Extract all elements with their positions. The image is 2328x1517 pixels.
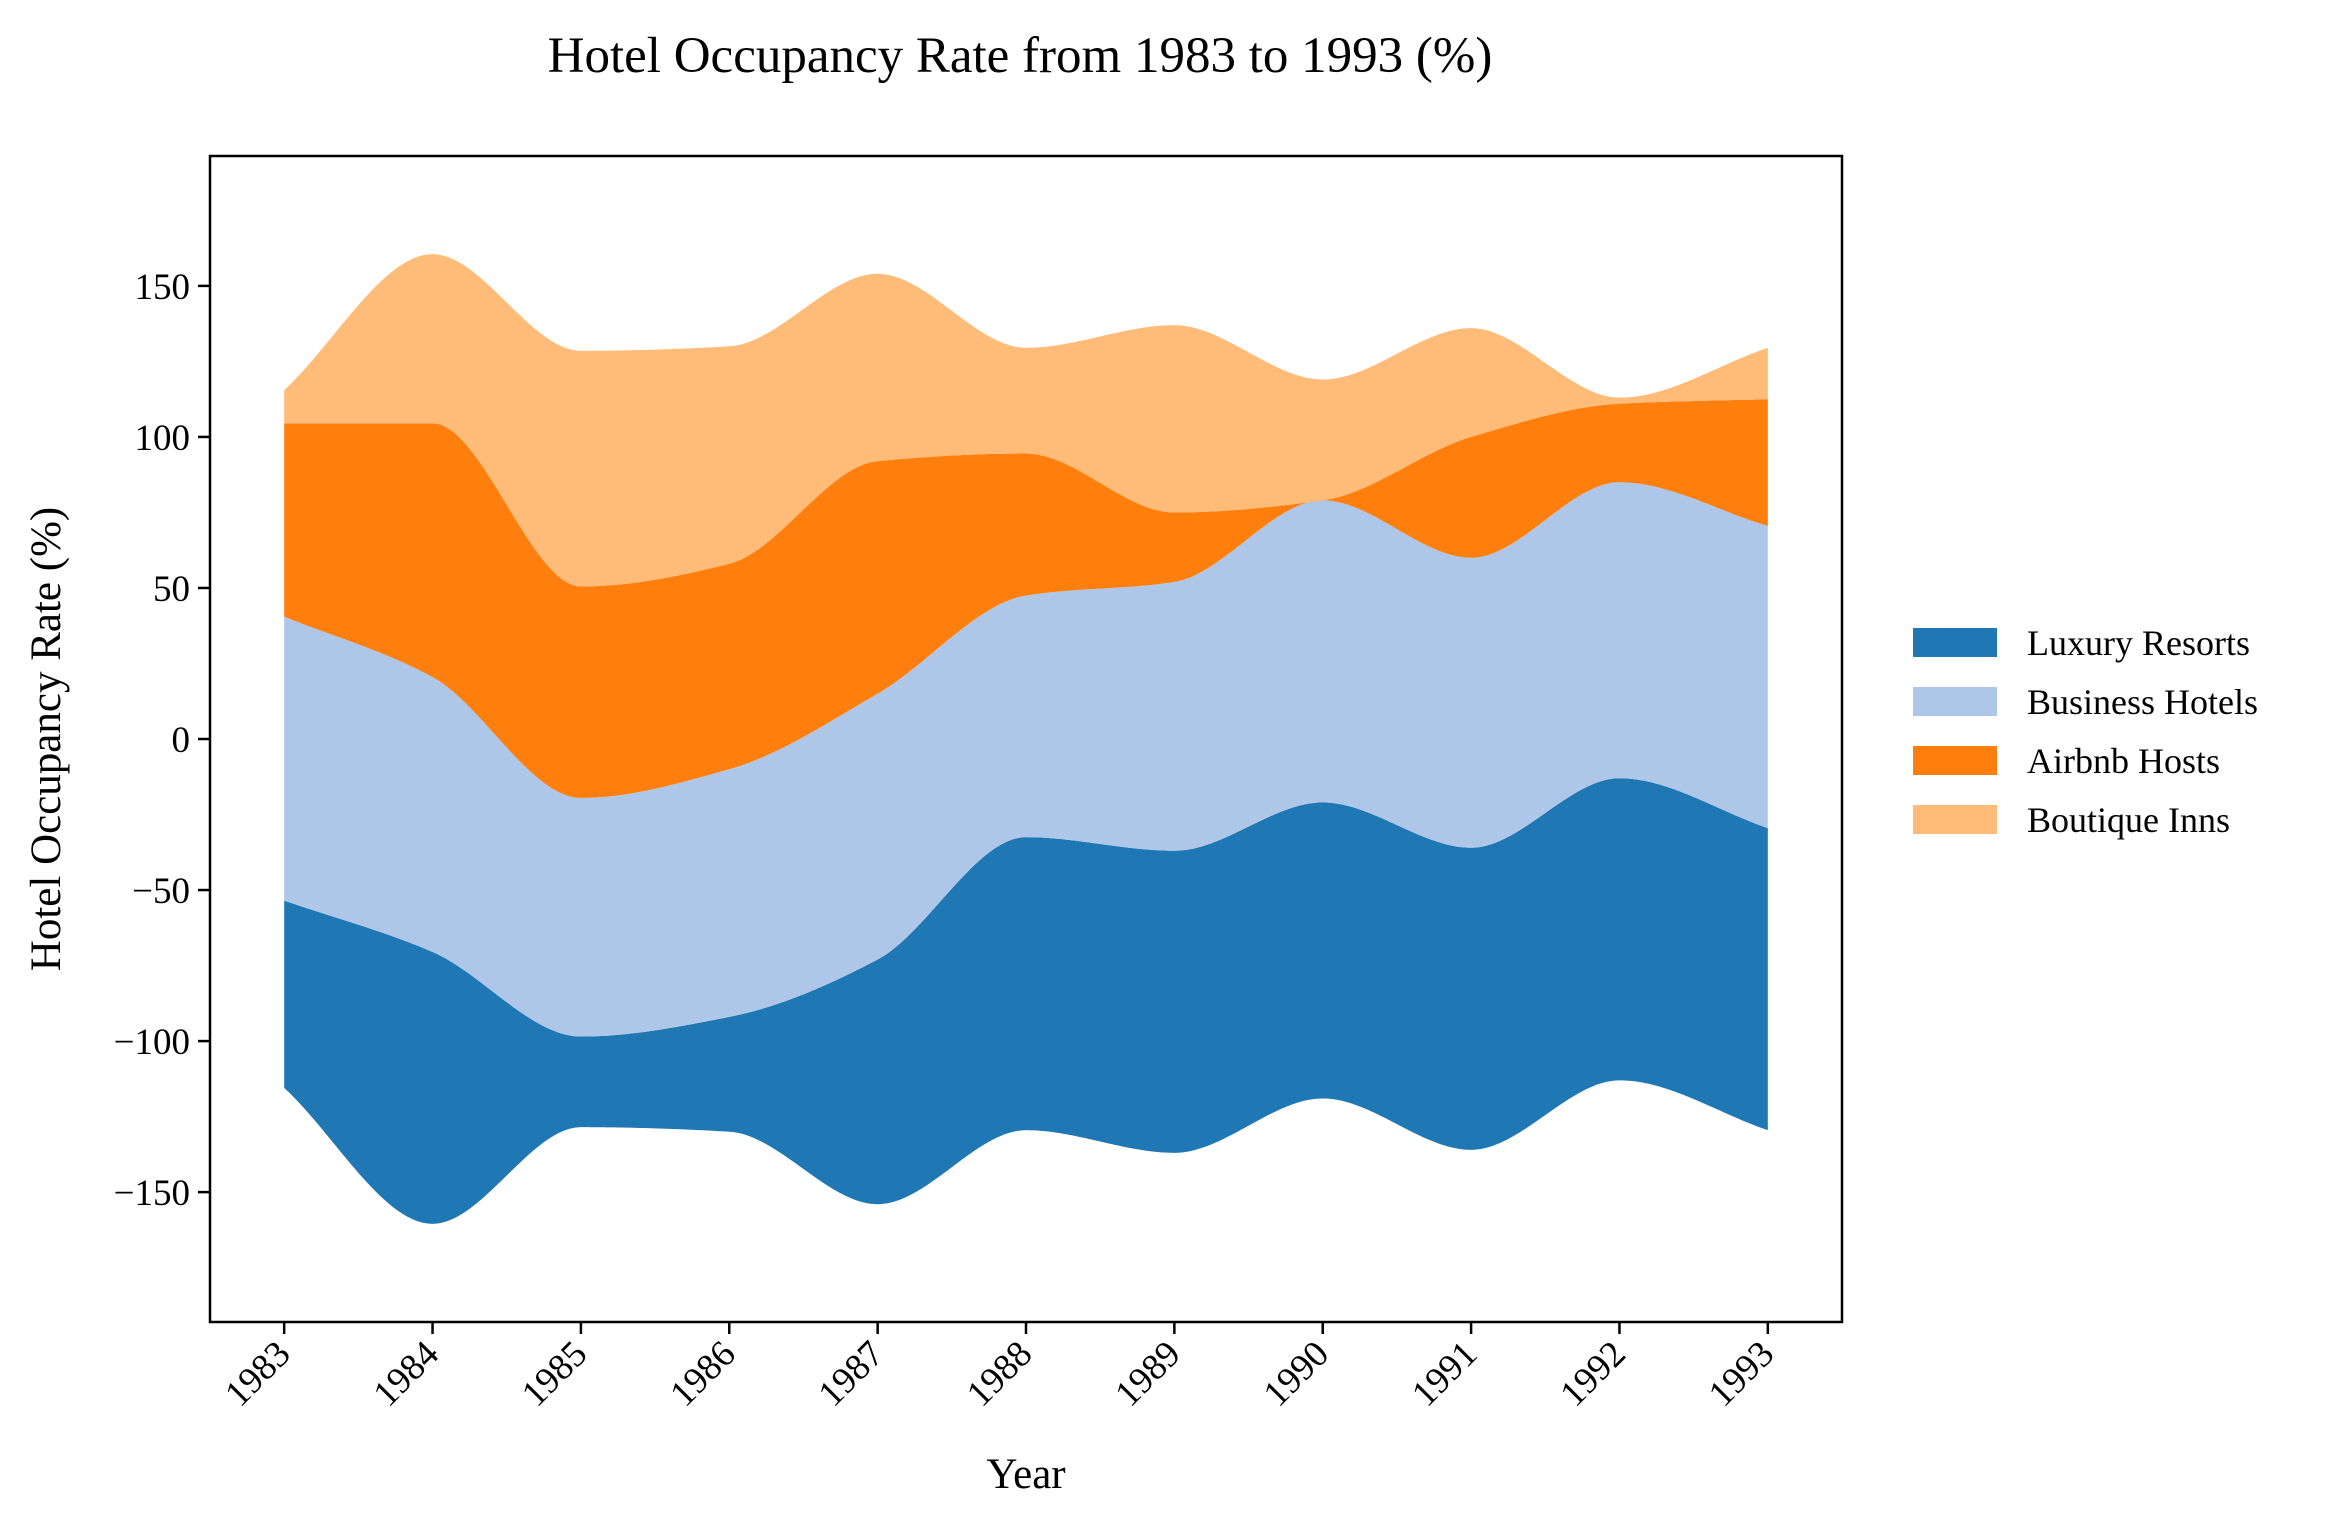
series-area-business-hotels	[284, 482, 1768, 1037]
x-axis-title: Year	[986, 1451, 1065, 1498]
legend: Luxury Resorts Business Hotels Airbnb Host…	[1913, 623, 2258, 840]
y-tick-label: 50	[153, 569, 190, 610]
x-tick-label: 1993	[1701, 1333, 1782, 1414]
y-tick-label: −50	[132, 871, 190, 912]
y-tick-label: 0	[172, 720, 191, 761]
x-axis: 1983 1984 1985 1986 1987 1988 1989 1990 1991 1992…	[217, 1322, 1782, 1415]
legend-label-boutique-inns: Boutique Inns	[2027, 800, 2230, 840]
series-area-airbnb-hosts	[284, 399, 1768, 798]
x-tick-label: 1985	[514, 1333, 595, 1414]
y-tick-label: −150	[114, 1173, 190, 1214]
x-tick-label: 1991	[1404, 1333, 1485, 1414]
series-area-boutique-inns	[284, 254, 1768, 587]
legend-swatch-business-hotels	[1913, 687, 1997, 716]
x-tick-label: 1992	[1553, 1333, 1634, 1414]
y-tick-label: −100	[114, 1022, 190, 1063]
y-axis-title: Hotel Occupancy Rate (%)	[23, 507, 70, 971]
legend-swatch-airbnb-hosts	[1913, 746, 1997, 775]
y-tick-label: 150	[135, 267, 191, 308]
legend-label-business-hotels: Business Hotels	[2027, 682, 2258, 722]
x-tick-label: 1988	[959, 1333, 1040, 1414]
legend-label-airbnb-hosts: Airbnb Hosts	[2027, 741, 2220, 781]
legend-label-luxury-resorts: Luxury Resorts	[2027, 623, 2250, 663]
series-area-luxury-resorts	[284, 778, 1768, 1224]
x-tick-label: 1986	[662, 1333, 743, 1414]
x-tick-label: 1984	[366, 1333, 447, 1414]
x-tick-label: 1989	[1107, 1333, 1188, 1414]
y-tick-label: 100	[135, 418, 191, 459]
x-tick-label: 1983	[217, 1333, 298, 1414]
x-tick-label: 1990	[1256, 1333, 1337, 1414]
chart-title: Hotel Occupancy Rate from 1983 to 1993 (…	[548, 28, 1493, 84]
x-tick-label: 1987	[811, 1333, 892, 1414]
legend-swatch-boutique-inns	[1913, 805, 1997, 834]
y-axis: −150 −100 −50 0 50 100 150	[114, 267, 210, 1214]
legend-swatch-luxury-resorts	[1913, 628, 1997, 657]
series-layer	[284, 254, 1768, 1224]
